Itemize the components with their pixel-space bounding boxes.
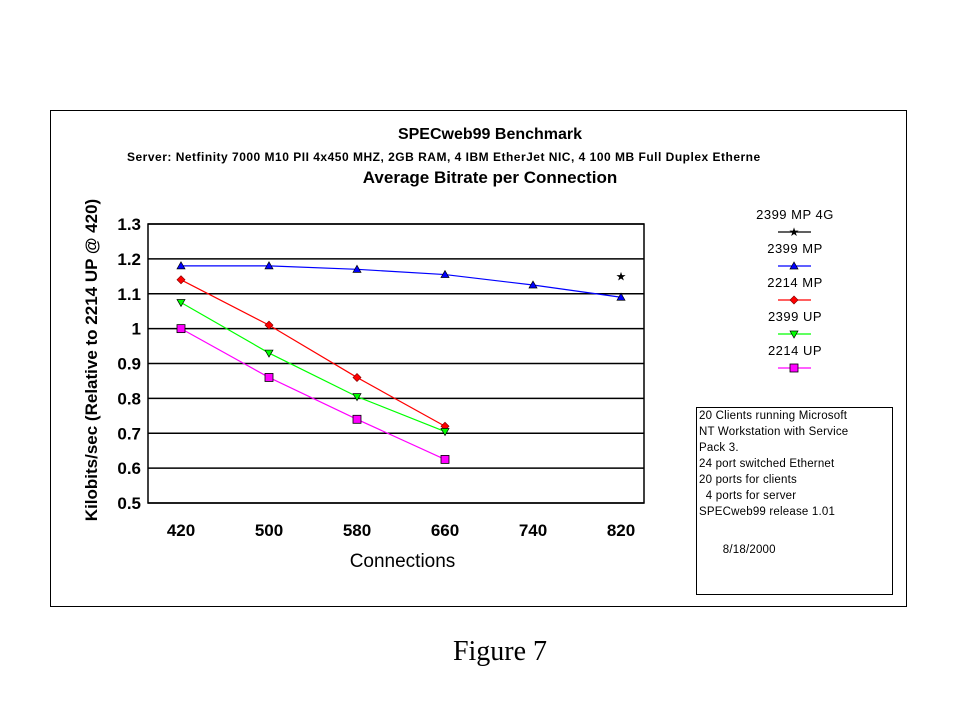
y-tick-label: 1 [132, 320, 141, 339]
legend-swatch [778, 330, 811, 339]
annotation-line: 4 ports for server [699, 490, 797, 502]
marker-triangle-up [264, 261, 274, 270]
y-tick-label: 1.2 [117, 250, 141, 269]
marker-diamond [352, 372, 362, 382]
annotation-line: 8/18/2000 [699, 544, 776, 556]
series-2214-up [176, 324, 450, 464]
marker-square [440, 455, 450, 464]
y-tick-label: 0.9 [117, 355, 141, 374]
marker-triangle-up [352, 264, 362, 273]
marker-triangle-up [440, 269, 450, 278]
marker-triangle-up [616, 292, 626, 301]
marker-star: ★ [789, 225, 800, 239]
marker-triangle-down [440, 428, 450, 437]
x-tick-label: 740 [519, 521, 547, 540]
legend-swatch [778, 363, 811, 373]
annotation-line: Pack 3. [699, 442, 739, 454]
legend-label: 2214 MP [767, 275, 823, 290]
series-2399-mp [176, 261, 626, 301]
annotation-line: NT Workstation with Service [699, 426, 849, 438]
series-line [180, 328, 446, 460]
series-line [180, 301, 446, 433]
x-tick-label: 580 [343, 521, 371, 540]
legend-label: 2214 UP [767, 343, 823, 358]
marker-diamond [176, 275, 186, 285]
marker-triangle-up [789, 261, 799, 270]
legend-swatch [778, 261, 811, 270]
marker-triangle-up [176, 261, 186, 270]
marker-square [352, 414, 362, 424]
marker-square [264, 373, 274, 382]
y-tick-label: 0.7 [117, 424, 141, 443]
annotation-line: SPECweb99 release 1.01 [699, 506, 836, 518]
marker-diamond [264, 320, 274, 330]
series-line [180, 279, 446, 427]
series-2399-mp-4g: ★ [616, 269, 627, 283]
series-line [181, 265, 622, 298]
series-2399-up [176, 299, 450, 437]
marker-star: ★ [616, 269, 627, 283]
annotation-line [699, 520, 892, 536]
series-2214-mp [176, 275, 450, 431]
legend-label: 2399 MP 4G [756, 207, 834, 222]
y-tick-label: 0.6 [117, 459, 141, 478]
x-tick-label: 500 [255, 521, 283, 540]
marker-triangle-down [176, 299, 186, 308]
figure-caption: Figure 7 [452, 636, 548, 667]
legend-swatch [778, 295, 811, 305]
annotation-line: 20 Clients running Microsoft [699, 410, 848, 422]
x-axis-label: Connections [349, 551, 456, 572]
chart-frame [50, 110, 907, 607]
y-tick-label: 0.8 [117, 389, 141, 408]
marker-triangle-down [789, 330, 799, 339]
legend-label: 2399 MP [767, 241, 823, 256]
marker-triangle-down [352, 393, 362, 402]
annotation-line: 24 port switched Ethernet [699, 458, 835, 470]
marker-triangle-up [528, 280, 538, 289]
chart-title: SPECweb99 Benchmark [397, 126, 583, 143]
x-tick-label: 660 [431, 521, 459, 540]
marker-triangle-down [264, 349, 274, 358]
legend-label: 2399 UP [767, 309, 823, 324]
annotation-line: 20 ports for clients [699, 474, 797, 486]
y-tick-label: 0.5 [117, 494, 141, 513]
annotation-box: 20 Clients running Microsoft NT Workstati… [696, 407, 893, 595]
legend-swatch: ★ [778, 225, 811, 239]
y-tick-label: 1.3 [117, 215, 141, 234]
x-tick-label: 420 [167, 521, 195, 540]
marker-diamond [789, 295, 799, 305]
chart-subtitle: Server: Netfinity 7000 M10 PII 4x450 MHZ… [127, 150, 761, 164]
marker-square [789, 363, 799, 373]
y-tick-label: 1.1 [117, 285, 141, 304]
marker-square [176, 324, 186, 334]
chart-subtitle-2: Average Bitrate per Connection [362, 168, 618, 187]
x-tick-label: 820 [607, 521, 635, 540]
